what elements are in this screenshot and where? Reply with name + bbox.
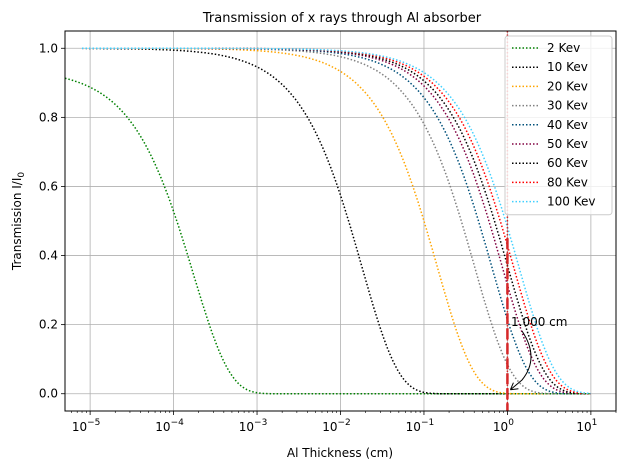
x-tick-label-5: 100	[493, 418, 514, 434]
legend-label-6: 60 Kev	[547, 156, 588, 170]
x-tick-exponent-3: −2	[338, 418, 351, 428]
x-tick-base-5: 10	[493, 420, 508, 434]
legend-label-7: 80 Kev	[547, 175, 588, 189]
x-tick-base-4: 10	[406, 420, 421, 434]
legend-label-3: 30 Kev	[547, 99, 588, 113]
x-tick-label-1: 10−4	[155, 418, 184, 434]
x-tick-exponent-1: −4	[171, 418, 185, 428]
y-tick-label-0: 0.0	[39, 387, 58, 401]
x-tick-base-0: 10	[72, 420, 87, 434]
annotation-arrowhead	[509, 382, 519, 391]
legend-label-4: 40 Kev	[547, 118, 588, 132]
y-tick-label-3: 0.6	[39, 179, 58, 193]
x-tick-label-6: 101	[576, 418, 597, 434]
legend-label-1: 10 Kev	[547, 60, 588, 74]
y-tick-label-5: 1.0	[39, 41, 58, 55]
y-axis-label-main: Transmission I/I	[10, 178, 24, 271]
y-tick-label-2: 0.4	[39, 249, 58, 263]
legend-label-8: 100 Kev	[547, 195, 595, 209]
legend-label-5: 50 Kev	[547, 137, 588, 151]
x-tick-exponent-4: −1	[421, 418, 434, 428]
series-lines	[64, 47, 591, 395]
annotation-label: 1.000 cm	[511, 315, 567, 329]
series-line-8	[82, 47, 591, 395]
legend: 2 Kev 10 Kev 20 Kev 30 Kev 40 Kev 50 Kev 60 Ke…	[504, 35, 613, 216]
x-tick-label-2: 10−3	[239, 418, 268, 434]
x-axis-label: Al Thickness (cm)	[287, 446, 393, 460]
x-tick-exponent-2: −3	[254, 418, 267, 428]
x-tick-exponent-5: 0	[508, 418, 514, 428]
x-tick-label-4: 10−1	[406, 418, 435, 434]
x-tick-base-2: 10	[239, 420, 254, 434]
y-axis-label-subscript: 0	[17, 172, 27, 178]
annotation-arrow	[510, 330, 532, 391]
axis-ticks: 10−5 10−4 10−3 10−2 10−1 100 1010.00.20.40.60.…	[39, 41, 617, 434]
x-tick-base-3: 10	[322, 420, 337, 434]
y-tick-label-1: 0.2	[39, 318, 58, 332]
legend-label-0: 2 Kev	[547, 41, 580, 55]
x-tick-exponent-6: 1	[592, 418, 598, 428]
x-tick-label-0: 10−5	[72, 418, 101, 434]
x-tick-base-6: 10	[576, 420, 591, 434]
chart-title: Transmission of x rays through Al absorb…	[202, 11, 482, 26]
x-tick-label-3: 10−2	[322, 418, 351, 434]
series-line-0	[64, 77, 591, 395]
x-tick-exponent-0: −5	[87, 418, 100, 428]
y-tick-label-4: 0.8	[39, 110, 58, 124]
series-line-1	[82, 47, 591, 395]
y-axis-label: Transmission I/I0	[10, 172, 27, 271]
x-tick-base-1: 10	[155, 420, 170, 434]
legend-label-2: 20 Kev	[547, 79, 588, 93]
legend-box	[504, 35, 613, 216]
annotation: 1.000 cm	[509, 315, 567, 391]
